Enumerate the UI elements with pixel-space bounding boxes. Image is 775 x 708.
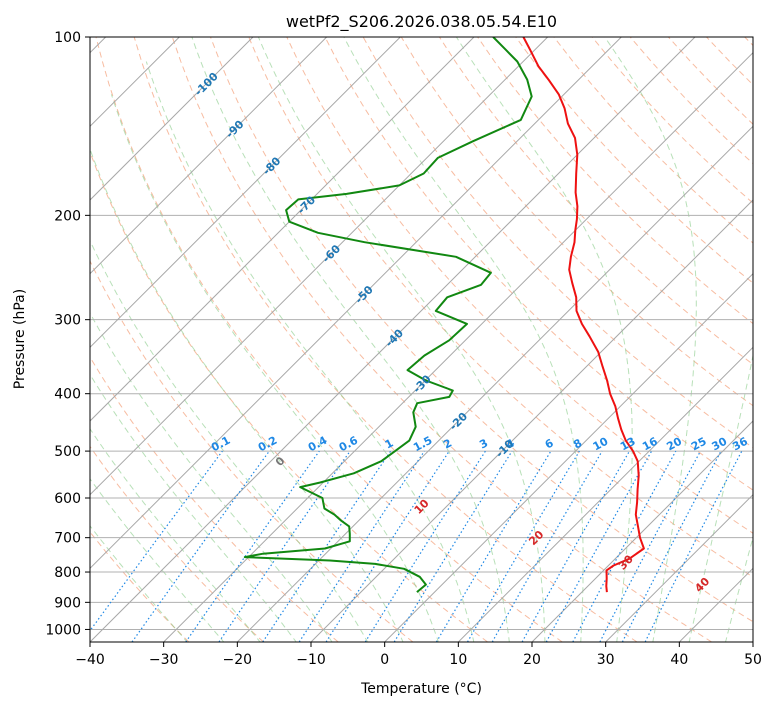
mixing-ratio-line [218,450,351,642]
chart-title: wetPf2_S206.2026.038.05.54.E10 [286,12,557,32]
isotherm-gridline [236,125,753,642]
mixing-ratio-label: 36 [730,435,750,454]
mixing-ratio-label: 30 [710,435,730,454]
moist-adiabat-line [455,37,633,642]
moist-adiabat-line [90,427,261,642]
y-tick-label: 800 [54,565,81,581]
isotherm-gridline [90,37,254,201]
isotherm-gridline [90,37,328,275]
x-tick-label: 30 [597,652,615,668]
isotherm-gridline [90,37,549,496]
isotherm-gridline [384,272,753,642]
y-tick-label: 600 [54,491,81,507]
x-tick-label: 0 [380,652,389,668]
plot-area [90,37,753,642]
isotherm-gridline [163,51,753,642]
dry-adiabat-line [90,445,264,642]
mixing-ratio-line [131,450,270,642]
mixing-ratio-line [185,450,320,642]
x-tick-label: −10 [296,652,326,668]
dry-adiabat-line [286,37,753,534]
moist-adiabat-line [688,353,753,642]
moist-adiabat-line [724,535,753,642]
isotherm-gridline [90,37,696,642]
dry-adiabat-line [515,37,753,284]
dry-adiabat-line [90,259,414,642]
moist-adiabat-line [191,37,510,642]
moist-adiabat-line [257,37,546,642]
moist-adiabat-line [90,311,333,642]
dewpoint-profile-line [243,37,533,593]
dry-adiabat-line [171,37,712,642]
y-tick-label: 100 [54,30,81,46]
mixing-ratio-label: 20 [664,435,684,454]
mixing-ratio-line [298,450,425,642]
plot-contents [90,37,753,642]
mixing-ratio-label: 25 [689,435,709,454]
dry-adiabat-line [210,37,753,623]
mixing-ratio-label: 10 [591,435,611,454]
moist-adiabat-line [604,37,697,642]
moist-adiabat-line [90,239,369,642]
isotherm-gridline [457,346,753,642]
mixing-ratio-line [262,450,392,642]
isotherm-gridline [90,37,401,349]
isotherm-gridline [605,493,753,642]
mixing-ratio-line [545,450,653,642]
temperature-profile-line [522,37,645,593]
mixing-ratio-line [521,450,631,642]
y-tick-label: 500 [54,444,81,460]
x-tick-label: 40 [670,652,688,668]
moist-adiabat-line [90,477,225,642]
axes: −40 −30 −20 −10 0 10 20 30 40 50 100 200 300 400 500 60… [45,30,762,668]
mixing-ratio-line [644,450,743,642]
dry-adiabat-line [90,356,339,642]
mixing-ratio-line [393,450,513,642]
mixing-ratio-label: 16 [640,435,660,454]
x-tick-label: −20 [223,652,253,668]
x-tick-label: 10 [449,652,467,668]
dry-adiabat-line [133,37,638,642]
isotherm-gridline [531,420,753,642]
x-tick-label: −30 [149,652,179,668]
y-axis-label: Pressure (hPa) [12,289,28,389]
y-tick-label: 1000 [45,622,81,638]
y-tick-label: 200 [54,208,81,224]
x-tick-label: 20 [523,652,541,668]
mixing-ratio-line [90,450,223,632]
y-tick-label: 900 [54,595,81,611]
dry-adiabat-line [248,37,753,578]
x-tick-label: 50 [744,652,762,668]
y-tick-label: 400 [54,387,81,403]
y-tick-label: 700 [54,531,81,547]
moist-adiabat-line [145,61,475,642]
y-tick-label: 300 [54,313,81,329]
dry-adiabat-line [95,37,563,642]
isotherm-gridline [310,199,753,642]
plot-frame [89,36,754,643]
x-axis-label: Temperature (°C) [360,681,482,697]
mixing-ratio-line [572,450,677,642]
isotherm-gridline [90,37,622,570]
mixing-ratio-label: 13 [618,435,638,454]
isotherm-gridline [90,37,475,422]
x-tick-label: −40 [75,652,105,668]
dry-adiabat-line [324,37,753,491]
